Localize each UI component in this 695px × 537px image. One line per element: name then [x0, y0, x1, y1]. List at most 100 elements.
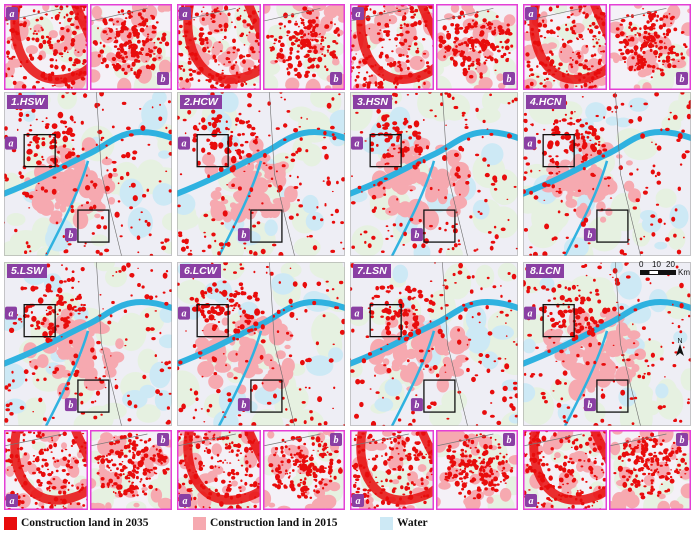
zoom-badge: b [157, 433, 169, 446]
scenario-label: 4.HCN [526, 95, 566, 109]
inset-b-box [250, 209, 283, 243]
svg-text:b: b [68, 230, 73, 241]
svg-text:b: b [587, 230, 592, 241]
zoom-badge: b [676, 72, 688, 85]
scale-tick-0: 0 [639, 260, 644, 269]
scenario-label: 1.HSW [7, 95, 49, 109]
inset-b-box [596, 209, 629, 243]
svg-text:a: a [10, 9, 15, 20]
svg-text:b: b [507, 74, 512, 85]
svg-text:b: b [414, 400, 419, 411]
inset-a-box [23, 133, 56, 168]
zoom-badge: a [6, 494, 18, 507]
zoom-badge: b [157, 72, 169, 85]
svg-text:b: b [161, 435, 166, 446]
red-square-icon [4, 516, 17, 530]
zoom-panel [4, 4, 88, 90]
svg-text:a: a [182, 309, 187, 320]
inset-a-box [542, 303, 575, 338]
zoom-panel [350, 430, 434, 510]
inset-a-box [369, 303, 402, 338]
inset-a-box [542, 133, 575, 168]
svg-text:b: b [161, 74, 166, 85]
legend-label: Water [397, 517, 428, 529]
zoom-badge: b [676, 433, 688, 446]
scenario-map [350, 92, 518, 256]
zoom-badge: a [524, 136, 536, 150]
inset-a-box [196, 133, 229, 168]
light-blue-square-icon [380, 516, 393, 530]
scenario-map [350, 262, 518, 426]
svg-text:b: b [414, 230, 419, 241]
legend-item-2015: Construction land in 2015 [193, 514, 337, 532]
zoom-badge: a [5, 306, 17, 320]
inset-b-box [77, 209, 110, 243]
inset-b-box [250, 379, 283, 413]
zoom-badge: a [179, 494, 191, 507]
svg-text:b: b [334, 74, 339, 85]
svg-text:b: b [68, 400, 73, 411]
svg-text:b: b [587, 400, 592, 411]
zoom-badge: b [237, 398, 250, 412]
zoom-badge: a [5, 136, 17, 150]
zoom-panel [350, 4, 434, 90]
zoom-badge: a [524, 306, 536, 320]
zoom-badge: b [410, 398, 423, 412]
scenario-map [177, 262, 345, 426]
svg-text:a: a [9, 139, 14, 150]
inset-a-box [196, 303, 229, 338]
svg-text:a: a [182, 139, 187, 150]
zoom-badge: a [525, 7, 537, 20]
svg-text:a: a [529, 9, 534, 20]
scale-unit: Km [678, 268, 690, 277]
pink-square-icon [193, 516, 206, 530]
zoom-badge: b [330, 433, 342, 446]
svg-text:b: b [241, 230, 246, 241]
zoom-panel [263, 430, 345, 510]
svg-text:a: a [9, 309, 14, 320]
zoom-badge: a [351, 136, 363, 150]
zoom-badge: a [6, 7, 18, 20]
zoom-badge: a [351, 306, 363, 320]
legend-item-2035: Construction land in 2035 [4, 514, 148, 532]
scenario-label: 7.LSN [353, 264, 391, 278]
zoom-panel [436, 430, 518, 510]
scenario-label: 6.LCW [180, 264, 221, 278]
inset-b-box [77, 379, 110, 413]
zoom-badge: a [178, 136, 190, 150]
zoom-badge: b [503, 72, 515, 85]
inset-b-box [423, 379, 456, 413]
scale-bar: 0 10 20 Km [638, 260, 694, 282]
inset-a-box [23, 303, 56, 338]
zoom-panel [177, 4, 261, 90]
zoom-panel [523, 4, 607, 90]
svg-text:a: a [356, 9, 361, 20]
zoom-badge: b [583, 228, 596, 242]
scale-tick-20: 20 [666, 260, 675, 269]
svg-text:b: b [241, 400, 246, 411]
legend-label: Construction land in 2015 [210, 517, 338, 529]
scenario-label: 2.HCW [180, 95, 222, 109]
inset-b-box [423, 209, 456, 243]
zoom-badge: b [410, 228, 423, 242]
scale-tick-10: 10 [652, 260, 661, 269]
zoom-badge: b [64, 398, 77, 412]
svg-text:b: b [680, 74, 685, 85]
scenario-label: 8.LCN [526, 264, 565, 278]
svg-text:a: a [528, 139, 533, 150]
zoom-panel [523, 430, 607, 510]
scenario-map [523, 262, 691, 426]
scenario-map [177, 92, 345, 256]
zoom-badge: b [237, 228, 250, 242]
scale-bar-graphic [640, 270, 676, 275]
zoom-badge: b [64, 228, 77, 242]
zoom-badge: b [330, 72, 342, 85]
zoom-badge: a [178, 306, 190, 320]
svg-text:a: a [183, 9, 188, 20]
svg-text:a: a [355, 309, 360, 320]
legend-item-water: Water [380, 514, 428, 532]
zoom-badge: b [503, 433, 515, 446]
north-arrow-icon: N [676, 338, 684, 356]
